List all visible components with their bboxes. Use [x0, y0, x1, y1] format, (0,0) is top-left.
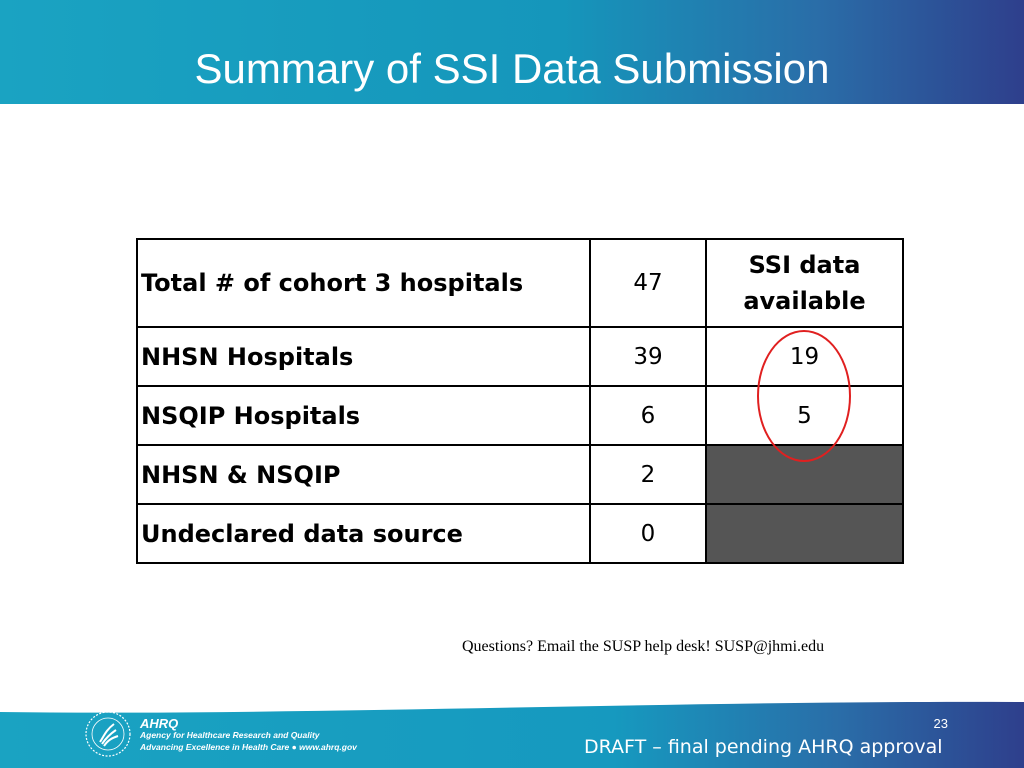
footer-bar: [0, 698, 1024, 768]
contact-note: Questions? Email the SUSP help desk! SUS…: [462, 638, 825, 655]
table-row: NHSN Hospitals 39 19: [136, 326, 904, 387]
footer-swoosh: [0, 698, 1024, 713]
ssi-header-line2: available: [743, 287, 866, 315]
highlight-circle: [757, 330, 851, 462]
cohort-total-label: Total # of cohort 3 hospitals: [136, 238, 591, 328]
table-row: NSQIP Hospitals 6 5: [136, 385, 904, 446]
slide-title: Summary of SSI Data Submission: [194, 45, 830, 92]
table-row: Undeclared data source 0: [136, 503, 904, 564]
table-row: NHSN & NSQIP 2: [136, 444, 904, 505]
agency-name: Agency for Healthcare Research and Quali…: [140, 730, 320, 740]
cohort-total-count: 47: [589, 238, 707, 328]
row-count: 39: [589, 326, 707, 387]
ahrq-logo: AHRQ: [140, 716, 179, 731]
title-bar: [0, 0, 1024, 104]
agency-tagline: Advancing Excellence in Health Care ● ww…: [140, 742, 357, 752]
row-count: 6: [589, 385, 707, 446]
summary-table: Total # of cohort 3 hospitals 47 SSI dat…: [136, 238, 904, 564]
row-label: NSQIP Hospitals: [136, 385, 591, 446]
row-ssi-filled-cell: [705, 503, 904, 564]
hhs-seal-icon: [85, 711, 131, 757]
draft-notice: DRAFT – final pending AHRQ approval: [584, 736, 943, 758]
row-label: NHSN Hospitals: [136, 326, 591, 387]
row-label: Undeclared data source: [136, 503, 591, 564]
row-label: NHSN & NSQIP: [136, 444, 591, 505]
slide-number: 23: [933, 716, 948, 731]
row-count: 0: [589, 503, 707, 564]
ssi-header-line1: SSI data: [748, 251, 861, 279]
ssi-available-header: SSI data available: [705, 238, 904, 328]
row-count: 2: [589, 444, 707, 505]
table-header-row: Total # of cohort 3 hospitals 47 SSI dat…: [136, 238, 904, 328]
